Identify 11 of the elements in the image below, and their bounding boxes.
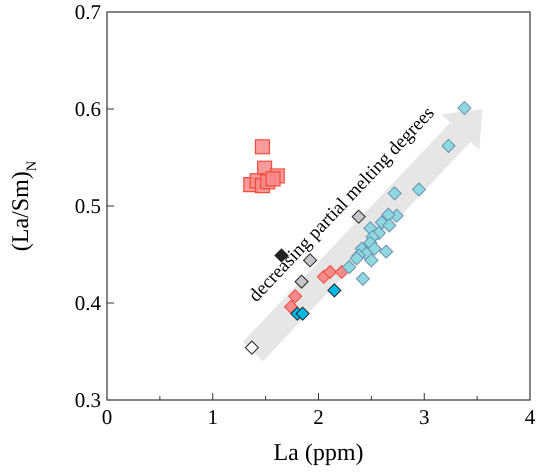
x-tick-label: 4 bbox=[524, 405, 536, 429]
x-tick-label: 3 bbox=[419, 405, 430, 429]
x-axis-title: La (ppm) bbox=[274, 440, 364, 466]
y-tick-label: 0.7 bbox=[74, 0, 101, 24]
y-tick-label: 0.6 bbox=[74, 97, 101, 121]
y-tick-label: 0.3 bbox=[74, 388, 101, 412]
x-tick-label: 0 bbox=[102, 405, 112, 429]
x-tick-label: 2 bbox=[313, 405, 324, 429]
y-tick-label: 0.5 bbox=[74, 194, 101, 218]
y-tick-label: 0.4 bbox=[74, 291, 102, 315]
x-tick-label: 1 bbox=[208, 405, 218, 429]
